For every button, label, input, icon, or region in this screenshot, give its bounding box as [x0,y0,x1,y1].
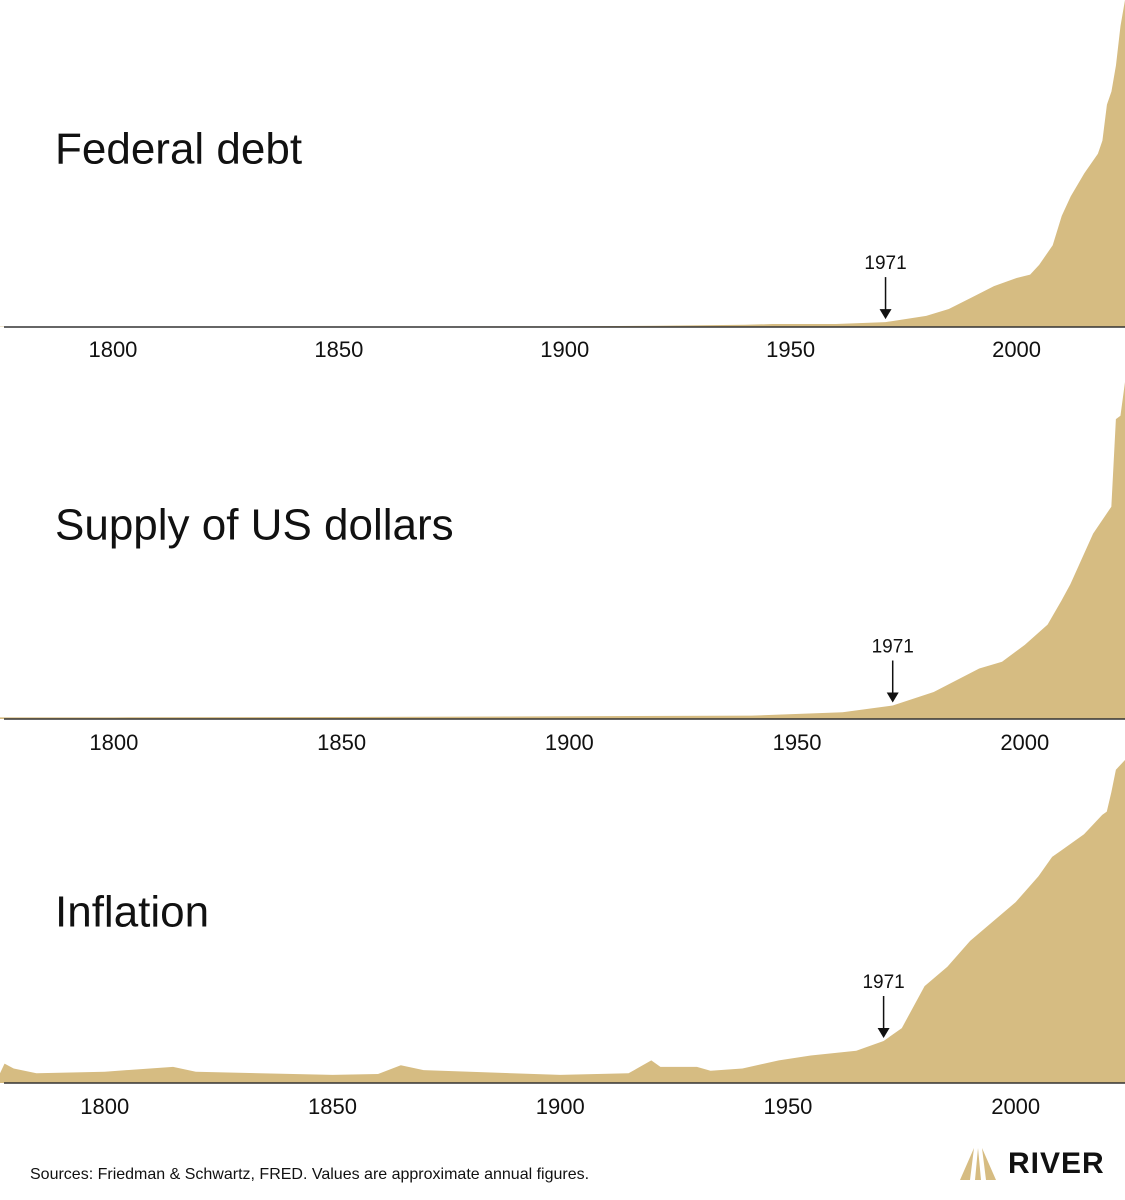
chart-title: Supply of US dollars [55,501,454,550]
x-tick-label: 1800 [80,1094,129,1119]
annotation-label: 1971 [872,637,914,658]
annotation-arrowhead [879,309,892,320]
x-tick-label: 2000 [991,1094,1040,1119]
x-tick-label: 1850 [317,730,366,755]
area [0,382,1125,719]
brand-logo: RIVER [960,1147,1105,1180]
annotation-arrowhead [886,692,899,703]
x-tick-label: 1900 [545,730,594,755]
x-tick-label: 1900 [536,1094,585,1119]
brand-name: RIVER [1008,1147,1105,1180]
x-tick-label: 1850 [308,1094,357,1119]
x-tick-label: 1900 [540,337,589,362]
logo-icon [982,1148,996,1180]
area [0,0,1125,327]
logo-icon [975,1148,981,1180]
x-tick-label: 1800 [89,730,138,755]
area [0,760,1125,1083]
chart-title: Federal debt [55,125,302,174]
x-tick-label: 1800 [88,337,137,362]
x-tick-label: 2000 [1000,730,1049,755]
x-tick-label: 1850 [314,337,363,362]
x-tick-label: 1950 [763,1094,812,1119]
annotation-label: 1971 [864,253,906,274]
x-tick-label: 1950 [773,730,822,755]
x-tick-label: 2000 [992,337,1041,362]
logo-icon [960,1148,974,1180]
annotation-arrowhead [877,1028,890,1039]
x-tick-label: 1950 [766,337,815,362]
chart-title: Inflation [55,888,209,937]
source-note: Sources: Friedman & Schwartz, FRED. Valu… [30,1166,589,1183]
annotation-label: 1971 [862,972,904,993]
